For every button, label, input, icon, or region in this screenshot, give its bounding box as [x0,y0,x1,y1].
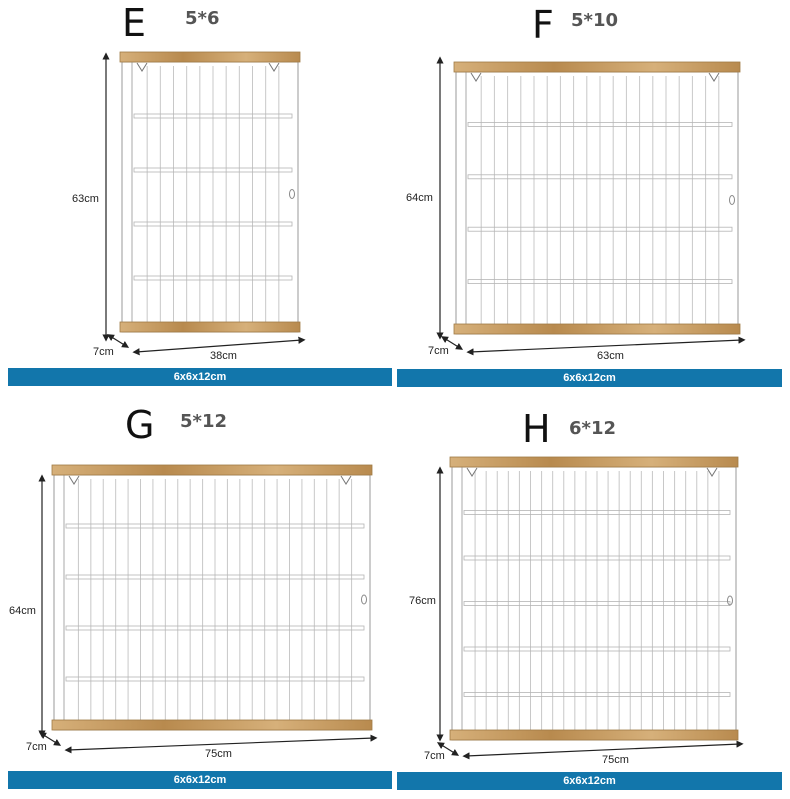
cabinet-shelf [467,174,733,180]
cell-size-bar: 6x6x12cm [397,772,782,790]
door-knob-icon [727,595,733,606]
cell-size-bar: 6x6x12cm [8,368,392,386]
cabinet-frame [121,61,299,333]
height-dimension: 64cm [406,192,433,204]
cabinet-shelf [463,646,731,652]
door-knob-icon [289,189,295,199]
cabinet-shelf [133,275,293,281]
width-arrow [462,740,744,760]
cabinet-shelf [65,676,365,682]
cabinet-shelf [65,625,365,631]
cabinet-shelf [65,574,365,580]
model-letter: G [125,403,155,447]
width-arrow [64,734,378,754]
cabinet-shelf [463,601,731,606]
hanging-hook-icon [340,475,352,485]
width-arrow [466,336,746,356]
hanging-hook-icon [706,467,718,477]
model-letter: H [522,407,551,451]
width-dimension: 75cm [205,748,232,760]
hanging-hook-icon [466,467,478,477]
grid-size-label: 5*10 [571,10,618,31]
height-dimension: 64cm [9,605,36,617]
depth-arrow [106,334,130,348]
top-wood-board [51,464,373,476]
depth-dimension: 7cm [428,345,449,357]
cabinet-shelf [133,221,293,227]
top-wood-board [453,61,741,73]
cell-size-bar: 6x6x12cm [397,369,782,387]
cabinet-frame [451,466,737,741]
cabinet-shelf [467,226,733,232]
cabinet-shelf [467,279,733,285]
bottom-wood-board [453,323,741,335]
height-dimension: 63cm [72,193,99,205]
height-dimension: 76cm [409,595,436,607]
hanging-hook-icon [708,72,720,82]
cabinet-shelf [133,167,293,173]
cabinet-shelf [65,523,365,529]
depth-dimension: 7cm [424,750,445,762]
depth-arrow [440,336,464,350]
cabinet-frame [53,474,371,731]
model-letter: F [532,3,554,47]
hanging-hook-icon [470,72,482,82]
cabinet-shelf [463,555,731,561]
width-dimension: 63cm [597,350,624,362]
depth-dimension: 7cm [93,346,114,358]
cabinet-frame [455,71,739,335]
grid-size-label: 6*12 [569,418,616,439]
depth-dimension: 7cm [26,741,47,753]
grid-size-label: 5*6 [185,8,220,29]
width-dimension: 75cm [602,754,629,766]
bottom-wood-board [51,719,373,731]
depth-arrow [436,742,460,756]
hanging-hook-icon [136,62,148,72]
bottom-wood-board [449,729,739,741]
cabinet-shelf [133,113,293,119]
door-knob-icon [361,594,367,605]
grid-size-label: 5*12 [180,411,227,432]
bottom-wood-board [119,321,301,333]
depth-arrow [38,732,62,746]
cell-size-bar: 6x6x12cm [8,771,392,789]
cabinet-shelf [463,692,731,697]
cabinet-shelf [467,122,733,127]
top-wood-board [449,456,739,468]
door-knob-icon [729,195,735,205]
width-arrow [132,336,306,356]
cabinet-shelf [463,510,731,515]
model-letter: E [122,1,147,45]
hanging-hook-icon [268,62,280,72]
top-wood-board [119,51,301,63]
width-dimension: 38cm [210,350,237,362]
hanging-hook-icon [68,475,80,485]
